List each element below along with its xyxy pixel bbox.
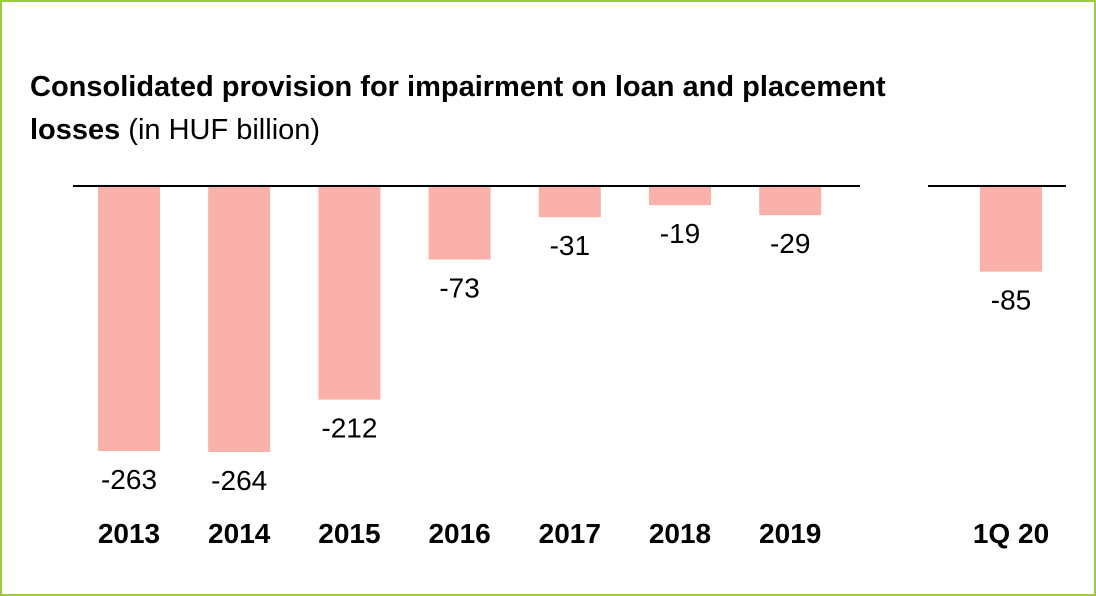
x-tick-label: 2019 <box>759 518 821 549</box>
x-tick-label: 1Q 20 <box>973 518 1049 549</box>
bar <box>98 186 160 451</box>
value-label: -212 <box>321 413 377 444</box>
bar <box>208 186 271 452</box>
x-tick-label: 2017 <box>539 518 601 549</box>
value-label: -264 <box>211 465 267 496</box>
x-tick-label: 2014 <box>208 518 271 549</box>
bar <box>318 186 381 400</box>
x-tick-label: 2018 <box>649 518 711 549</box>
x-tick-label: 2013 <box>98 518 160 549</box>
value-label: -29 <box>770 228 810 259</box>
value-label: -31 <box>550 230 590 261</box>
chart-title: Consolidated provision for impairment on… <box>30 71 886 103</box>
x-tick-label: 2016 <box>428 518 490 549</box>
bar <box>759 186 822 216</box>
value-label: -19 <box>660 218 700 249</box>
chart-subtitle: (in HUF billion) <box>128 114 320 146</box>
title-line-2: losses (in HUF billion) <box>30 114 320 146</box>
value-label: -73 <box>439 273 479 304</box>
bar <box>980 186 1042 272</box>
bar <box>428 186 491 260</box>
value-label: -85 <box>991 285 1031 316</box>
chart-title-end: losses <box>30 114 120 146</box>
x-tick-label: 2015 <box>318 518 380 549</box>
bar <box>649 186 711 206</box>
bar <box>538 186 601 218</box>
value-label: -263 <box>101 464 157 495</box>
